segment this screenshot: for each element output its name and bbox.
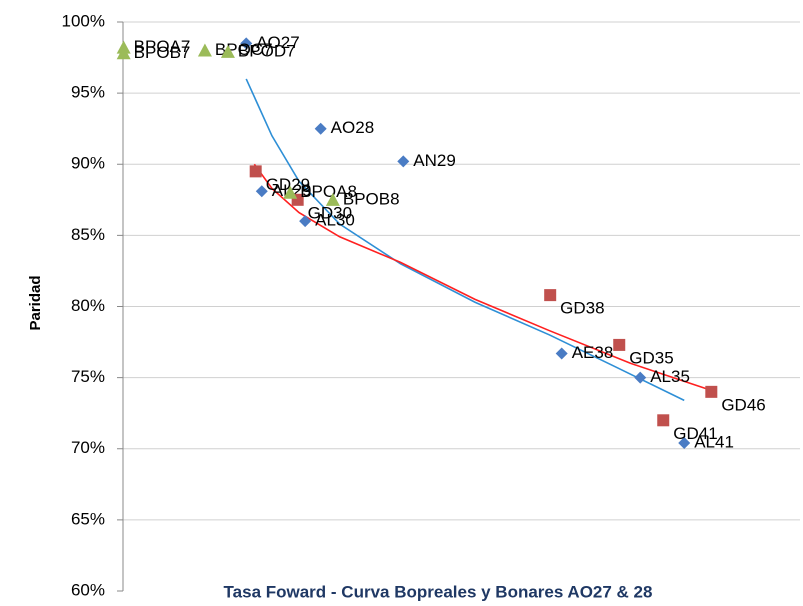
point-label: AL41 [694, 433, 734, 452]
point [116, 46, 131, 60]
point-label: GD30 [308, 203, 352, 222]
point [613, 338, 626, 351]
trendline [253, 163, 712, 392]
point-label: GD35 [629, 348, 673, 367]
point-label: GD46 [721, 395, 765, 414]
point-label: AO28 [331, 118, 374, 137]
point-label: BPOA8 [300, 182, 357, 201]
point [325, 192, 340, 206]
point-label: GD41 [673, 424, 717, 443]
point [283, 185, 298, 199]
point-label: BPOB8 [343, 189, 400, 208]
y-tick-label: 90% [71, 154, 105, 173]
point [249, 165, 262, 178]
point [634, 371, 647, 384]
point-label: GD38 [560, 299, 604, 318]
point [397, 155, 410, 168]
point [197, 43, 212, 57]
point [220, 44, 235, 58]
point-label: AO27 [256, 33, 299, 52]
y-tick-label: 85% [71, 225, 105, 244]
trendline [245, 78, 685, 402]
point [255, 185, 268, 198]
point [678, 437, 691, 450]
point [705, 385, 718, 398]
point-label: BPOA7 [134, 37, 191, 56]
point [555, 347, 568, 360]
point-label: AL35 [650, 367, 690, 386]
y-tick-label: 100% [62, 11, 105, 30]
point [544, 289, 557, 302]
y-axis-label: Paridad [27, 275, 44, 330]
point-label: BPOB7 [134, 43, 191, 62]
point [657, 414, 670, 427]
point-label: AL30 [315, 211, 355, 230]
y-tick-label: 70% [71, 438, 105, 457]
point-label: GD29 [266, 175, 310, 194]
point [240, 37, 253, 50]
point [314, 122, 327, 135]
chart-title: Tasa Foward - Curva Bopreales y Bonares … [224, 582, 653, 601]
point-label: AN29 [413, 151, 456, 170]
point-label: AE38 [572, 343, 614, 362]
y-tick-label: 75% [71, 367, 105, 386]
y-tick-label: 60% [71, 580, 105, 599]
y-tick-label: 80% [71, 296, 105, 315]
point [299, 215, 312, 228]
point-label: BPOD7 [238, 41, 296, 60]
y-tick-label: 95% [71, 83, 105, 102]
y-tick-label: 65% [71, 509, 105, 528]
